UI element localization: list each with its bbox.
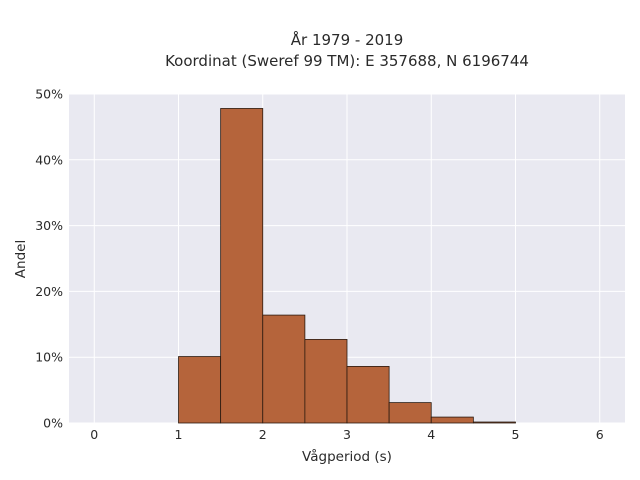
- histogram-bars: [178, 108, 516, 424]
- histogram-bar: [430, 416, 474, 424]
- histogram-bar: [220, 108, 264, 424]
- histogram-bar: [304, 339, 348, 424]
- y-tick-label: 30%: [35, 218, 63, 233]
- y-tick-labels: 0% 10% 20% 30% 40% 50%: [35, 87, 63, 431]
- x-tick-label: 4: [427, 427, 435, 442]
- x-tick-label: 5: [512, 427, 520, 442]
- x-tick-label: 6: [596, 427, 604, 442]
- histogram-bar: [472, 421, 516, 424]
- chart-title-line1: År 1979 - 2019: [291, 30, 404, 49]
- histogram-bar: [346, 366, 390, 424]
- histogram-bar: [178, 356, 222, 424]
- y-tick-label: 50%: [35, 87, 63, 102]
- x-tick-label: 3: [343, 427, 351, 442]
- x-tick-labels: 0 1 2 3 4 5 6: [90, 427, 603, 442]
- x-tick-label: 0: [90, 427, 98, 442]
- x-tick-label: 1: [175, 427, 183, 442]
- y-axis-label: Andel: [13, 240, 29, 278]
- y-grid: [69, 93, 625, 424]
- y-tick-label: 10%: [35, 350, 63, 365]
- y-tick-label: 20%: [35, 284, 63, 299]
- x-axis-label: Vågperiod (s): [302, 448, 392, 465]
- chart-title-line2: Koordinat (Sweref 99 TM): E 357688, N 61…: [165, 52, 529, 70]
- x-tick-label: 2: [259, 427, 267, 442]
- histogram-bar: [388, 402, 432, 424]
- histogram-bar: [262, 314, 306, 424]
- y-tick-label: 40%: [35, 152, 63, 167]
- y-tick-label: 0%: [43, 416, 63, 431]
